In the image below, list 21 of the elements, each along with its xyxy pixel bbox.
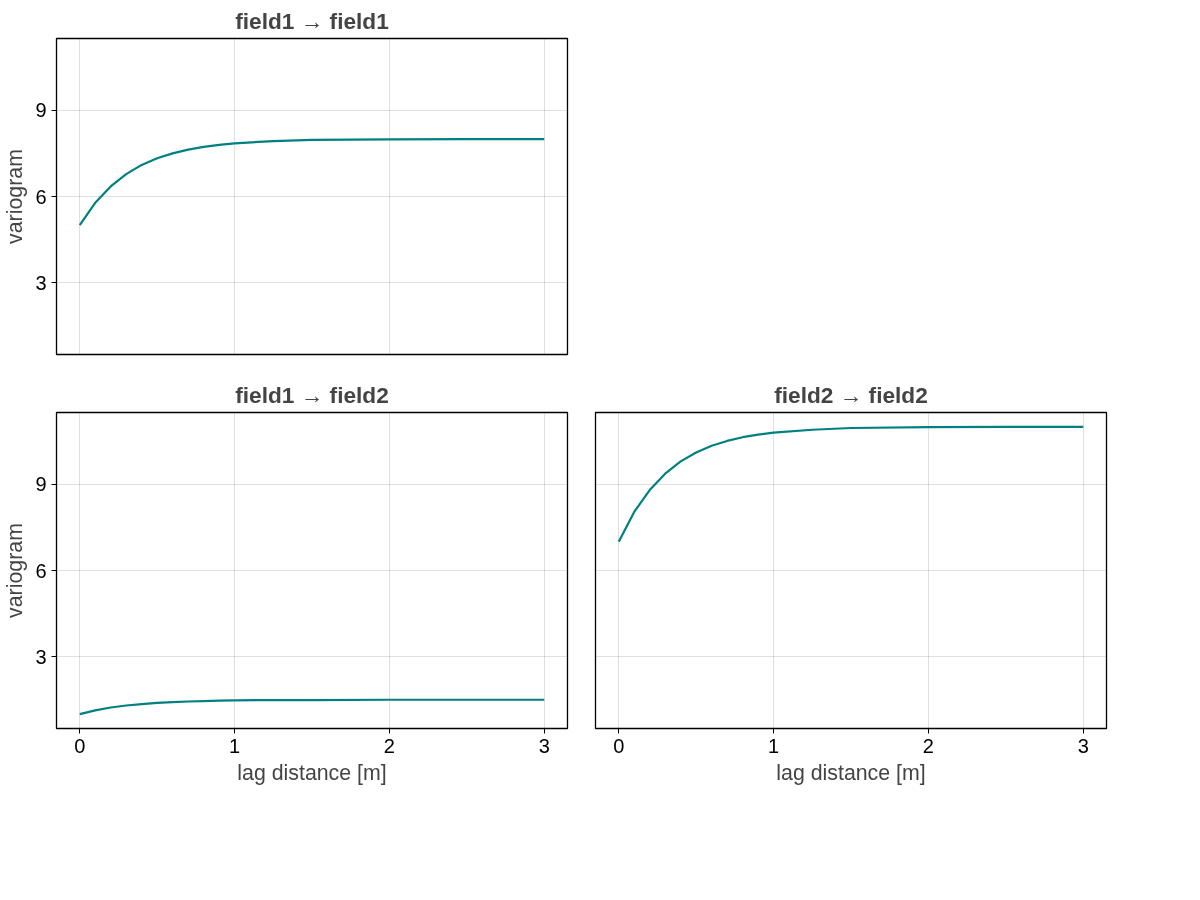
y-tick-label: 9 <box>35 99 47 122</box>
x-tick-label: 2 <box>922 734 934 757</box>
x-tick-label: 0 <box>74 734 86 757</box>
x-tick-label: 3 <box>1077 734 1089 757</box>
x-tick-label: 3 <box>538 734 550 757</box>
x-tick-label: 2 <box>383 734 395 757</box>
y-tick-label: 6 <box>35 185 47 208</box>
y-tick-label: 3 <box>35 645 47 668</box>
y-tick-label: 9 <box>35 473 47 496</box>
chart-title: field1 → field1 <box>235 7 389 34</box>
x-tick-label: 1 <box>768 734 780 757</box>
y-axis-title: variogram <box>3 149 28 244</box>
x-tick-label: 0 <box>613 734 625 757</box>
chart-title: field1 → field2 <box>235 381 389 408</box>
y-tick-label: 6 <box>35 559 47 582</box>
chart-title: field2 → field2 <box>774 381 928 408</box>
y-tick-label: 3 <box>35 271 47 294</box>
y-axis-title: variogram <box>3 523 28 618</box>
x-axis-title: lag distance [m] <box>776 760 926 785</box>
x-axis-title: lag distance [m] <box>237 760 387 785</box>
x-tick-label: 1 <box>229 734 241 757</box>
